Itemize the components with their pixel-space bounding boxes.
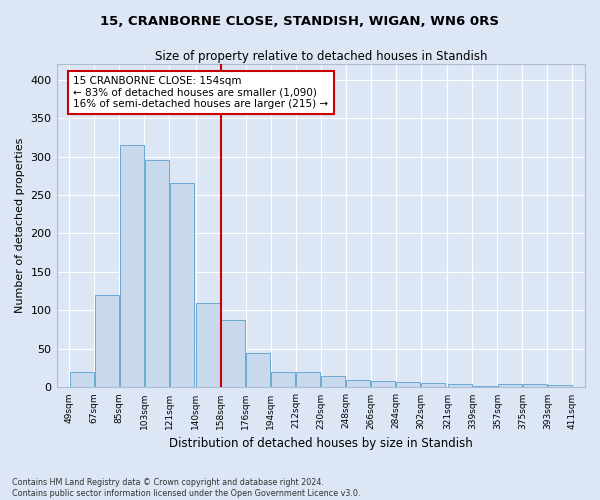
Text: 15 CRANBORNE CLOSE: 154sqm
← 83% of detached houses are smaller (1,090)
16% of s: 15 CRANBORNE CLOSE: 154sqm ← 83% of deta…	[73, 76, 328, 109]
Bar	[448, 384, 472, 388]
Bar	[246, 353, 270, 388]
Text: Contains HM Land Registry data © Crown copyright and database right 2024.
Contai: Contains HM Land Registry data © Crown c…	[12, 478, 361, 498]
Title: Size of property relative to detached houses in Standish: Size of property relative to detached ho…	[155, 50, 487, 63]
Bar	[397, 382, 421, 388]
Bar	[322, 376, 345, 388]
Bar	[371, 382, 395, 388]
Y-axis label: Number of detached properties: Number of detached properties	[15, 138, 25, 314]
X-axis label: Distribution of detached houses by size in Standish: Distribution of detached houses by size …	[169, 437, 473, 450]
Bar	[145, 160, 169, 388]
Bar	[196, 303, 220, 388]
Text: 15, CRANBORNE CLOSE, STANDISH, WIGAN, WN6 0RS: 15, CRANBORNE CLOSE, STANDISH, WIGAN, WN…	[101, 15, 499, 28]
Bar	[498, 384, 522, 388]
Bar	[346, 380, 370, 388]
Bar	[95, 295, 119, 388]
Bar	[473, 386, 497, 388]
Bar	[523, 384, 547, 388]
Bar	[170, 184, 194, 388]
Bar	[296, 372, 320, 388]
Bar	[70, 372, 94, 388]
Bar	[119, 145, 143, 388]
Bar	[271, 372, 295, 388]
Bar	[548, 385, 572, 388]
Bar	[421, 383, 445, 388]
Bar	[221, 320, 245, 388]
